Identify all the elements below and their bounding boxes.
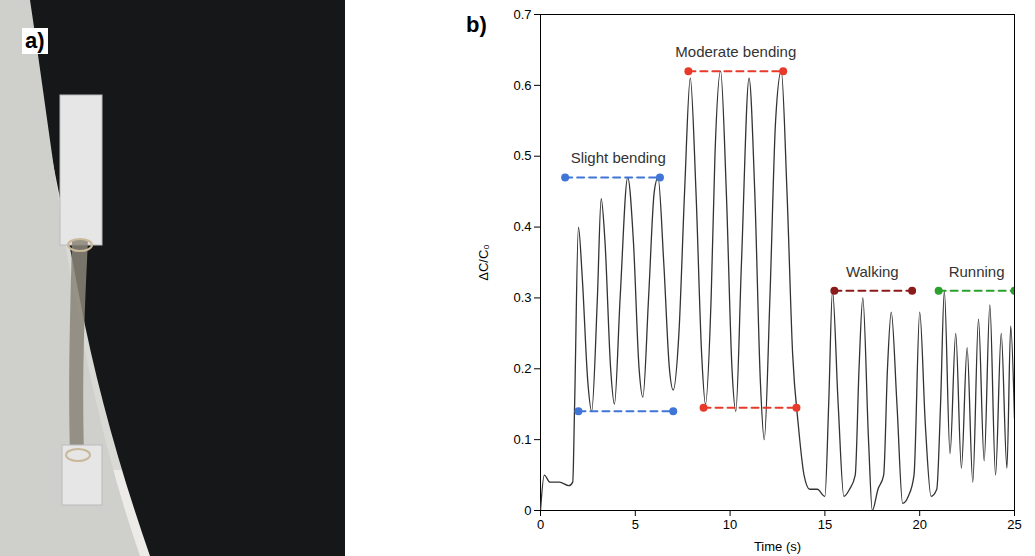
svg-text:0: 0 xyxy=(537,517,544,532)
svg-text:0.2: 0.2 xyxy=(513,361,531,376)
svg-text:0.5: 0.5 xyxy=(513,148,531,163)
svg-text:10: 10 xyxy=(723,517,737,532)
svg-text:15: 15 xyxy=(818,517,832,532)
svg-text:Slight bending: Slight bending xyxy=(571,149,666,166)
svg-text:0.1: 0.1 xyxy=(513,432,531,447)
svg-text:5: 5 xyxy=(632,517,639,532)
svg-text:0.4: 0.4 xyxy=(513,219,531,234)
svg-text:ΔC/C₀: ΔC/C₀ xyxy=(476,244,491,280)
svg-text:Time (s): Time (s) xyxy=(754,539,801,554)
svg-text:Walking: Walking xyxy=(846,263,899,280)
svg-text:Moderate bending: Moderate bending xyxy=(675,43,796,60)
html-text:a): a) xyxy=(25,28,45,53)
svg-text:0: 0 xyxy=(524,503,531,518)
svg-text:0.3: 0.3 xyxy=(513,290,531,305)
svg-text:0.6: 0.6 xyxy=(513,78,531,93)
svg-text:20: 20 xyxy=(912,517,926,532)
svg-text:25: 25 xyxy=(1007,517,1021,532)
svg-text:0.7: 0.7 xyxy=(513,7,531,22)
html-text:b): b) xyxy=(466,12,487,37)
svg-text:Running: Running xyxy=(949,263,1005,280)
